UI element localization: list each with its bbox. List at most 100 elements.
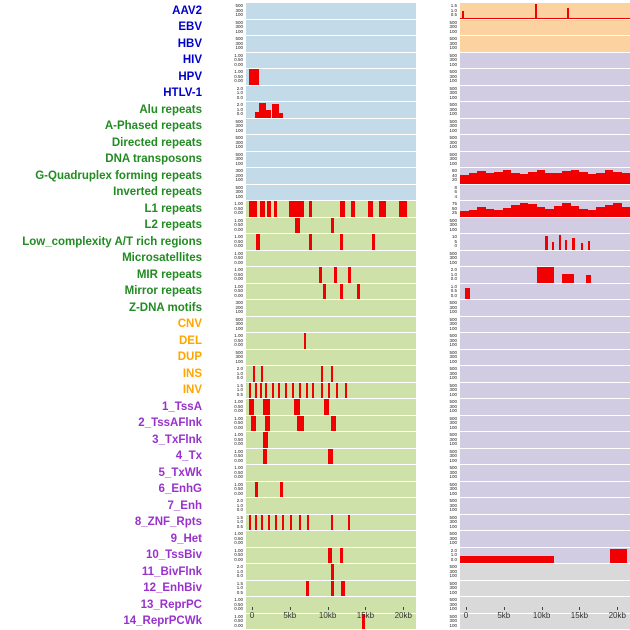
y-ticks-right: 500 300 100 [416,564,460,581]
track-label: 2_TssAFlnk [138,417,202,429]
track-plot-left [246,3,416,19]
y-ticks-left: 500 300 100 [206,3,246,20]
track-plot-right [460,399,630,415]
y-tick-label: 0.50 [234,486,243,491]
y-tick-label: 300 [235,24,243,29]
track-plot-left [246,597,416,613]
track-plot-right [460,19,630,35]
y-tick-label: 300 [449,106,457,112]
y-tick-label: 500 [449,382,457,388]
area-segment [502,169,511,184]
y-ticks-right: 500 300 100 [416,86,460,103]
data-bar [295,217,301,233]
area-segment [570,169,579,184]
y-tick-label: 300 [235,189,243,194]
track-plot-right [460,168,630,184]
y-ticks-right: 500 300 100 [416,300,460,317]
track-plot-left [246,366,416,382]
x-tick-mark [289,607,291,610]
area-segment [579,171,588,184]
area-segment [545,173,554,184]
y-ticks-right: 500 300 100 [416,597,460,614]
x-tick-mark [365,607,367,610]
track-plot-left [246,514,416,530]
data-bar [298,382,301,398]
y-tick-label: 100 [449,144,457,149]
y-tick-label: 0.50 [234,205,243,211]
track-label: CNV [177,318,202,330]
y-tick-label: 1.5 [450,3,457,8]
track-row: DUP 500 300 100 500 300 100 [0,349,630,367]
track-plot-right [460,448,630,464]
data-bar [334,267,338,283]
y-tick-label: 1.00 [234,613,243,619]
data-bar [348,514,351,530]
x-axis-left-panel: 0 5kb 10kb 15kb 20kb [246,607,416,629]
y-tick-label: 100 [449,226,457,232]
y-ticks-left: 1.5 1.0 0.5 [206,581,246,598]
y-tick-label: 1.5 [236,580,243,586]
y-tick-label: 60 [451,168,457,173]
y-tick-label: 300 [449,436,457,442]
y-tick-label: 100 [449,45,457,50]
y-tick-label: 500 [449,465,457,470]
y-ticks-right: 500 300 100 [416,432,460,449]
y-tick-label: 500 [449,151,457,157]
y-tick-label: 300 [235,168,243,173]
x-tick-mark [327,607,329,610]
track-rows: AAV2 500 300 100 1.5 1.0 0.5 EBV 500 300 100 500 300… [0,3,630,629]
x-tick-mark [403,607,405,610]
y-tick-label: 8 [454,184,457,190]
y-ticks-left: 2.0 1.0 0.0 [206,86,246,103]
track-plot-right [460,481,630,497]
data-bar [249,399,255,415]
y-tick-label: 1.00 [234,250,243,256]
y-tick-label: 500 [235,135,243,140]
y-ticks-left: 1.00 0.50 0.00 [206,201,246,218]
y-ticks-left: 1.00 0.50 0.00 [206,614,246,630]
track-row: 8_ZNF_Rpts 1.5 1.0 0.5 500 300 100 [0,514,630,532]
y-tick-label: 2.0 [450,267,457,272]
data-bar [305,580,309,596]
y-tick-label: 300 [449,453,457,458]
y-tick-label: 0.0 [236,507,243,512]
data-bar [261,366,264,382]
track-label: 8_ZNF_Rpts [134,516,202,528]
y-ticks-right: 500 300 100 [416,218,460,235]
track-label: A-Phased repeats [104,120,202,132]
track-plot-left [246,564,416,580]
y-tick-label: 0.50 [234,403,243,409]
data-bar [341,580,345,596]
y-ticks-left: 1.00 0.50 0.00 [206,53,246,70]
data-bar [460,17,630,19]
data-bar [567,8,570,19]
y-tick-label: 0.00 [234,226,243,232]
y-ticks-left: 300 200 100 [206,168,246,185]
area-segment [477,171,486,184]
track-plot-right [460,201,630,217]
track-row: HPV 1.00 0.50 0.00 500 300 100 [0,69,630,86]
track-row: 4_Tx 1.00 0.50 0.00 500 300 100 [0,448,630,466]
y-ticks-right: 500 300 100 [416,102,460,119]
y-tick-label: 500 [449,613,457,619]
y-tick-label: 300 [449,469,457,475]
y-tick-label: 1.0 [236,370,243,376]
y-ticks-right: 500 300 100 [416,366,460,383]
y-ticks-left: 500 300 100 [206,135,246,152]
y-tick-label: 300 [449,73,457,79]
y-tick-label: 100 [235,358,243,364]
y-tick-label: 300 [235,354,243,359]
track-label: 12_EnhBiv [143,582,202,594]
data-bar [274,201,278,217]
track-row: 13_ReprPC 1.00 0.50 0.00 500 300 100 [0,597,630,614]
y-tick-label: 1.0 [450,283,457,289]
y-tick-label: 0.00 [234,490,243,496]
y-ticks-left: 1.5 1.0 0.5 [206,383,246,400]
area-segment [494,210,503,217]
y-tick-label: 1.0 [236,90,243,95]
area-segment [519,174,528,184]
area-segment [536,207,545,217]
track-plot-right [460,267,630,283]
data-area [460,168,630,184]
